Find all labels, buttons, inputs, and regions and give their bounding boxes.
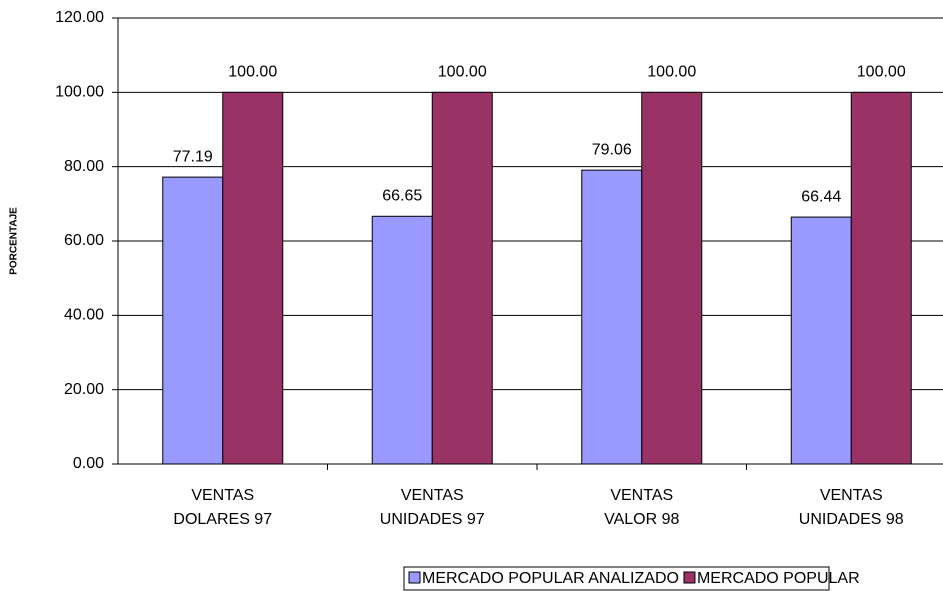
x-tick-label: VENTAS DOLARES 97	[173, 487, 272, 528]
y-tick-label: 60.00	[64, 232, 104, 249]
data-label: 100.00	[857, 64, 906, 81]
y-tick-label: 40.00	[64, 307, 104, 324]
bar	[431, 91, 493, 465]
y-tick-label: 120.00	[55, 9, 104, 26]
legend-label: MERCADO POPULAR ANALIZADO	[422, 570, 679, 587]
data-label: 100.00	[647, 64, 696, 81]
data-label: 100.00	[228, 64, 277, 81]
legend-swatch	[683, 571, 696, 584]
data-label: 66.44	[801, 188, 841, 205]
bar	[850, 91, 912, 465]
legend: MERCADO POPULAR ANALIZADO MERCADO POPULAR	[403, 566, 860, 591]
x-tick-label: VENTAS UNIDADES 98	[799, 487, 904, 528]
bar	[581, 169, 643, 465]
bar	[790, 216, 852, 465]
legend-box	[403, 566, 830, 591]
bar	[222, 91, 284, 465]
y-axis-label: PORCENTAJE	[9, 207, 20, 275]
bar	[641, 91, 703, 465]
bar	[371, 215, 433, 465]
y-tick-label: 20.00	[64, 381, 104, 398]
bar	[162, 176, 224, 465]
y-tick-label: 80.00	[64, 158, 104, 175]
y-tick-label: 0.00	[73, 455, 104, 472]
legend-swatch	[408, 571, 421, 584]
legend-label: MERCADO POPULAR	[697, 570, 860, 587]
y-tick-label: 100.00	[55, 84, 104, 101]
data-label: 100.00	[438, 64, 487, 81]
x-tick-label: VENTAS UNIDADES 97	[380, 487, 485, 528]
data-label: 66.65	[382, 188, 422, 205]
x-tick-label: VENTAS VALOR 98	[604, 487, 679, 528]
data-label: 79.06	[592, 141, 632, 158]
data-label: 77.19	[173, 148, 213, 165]
